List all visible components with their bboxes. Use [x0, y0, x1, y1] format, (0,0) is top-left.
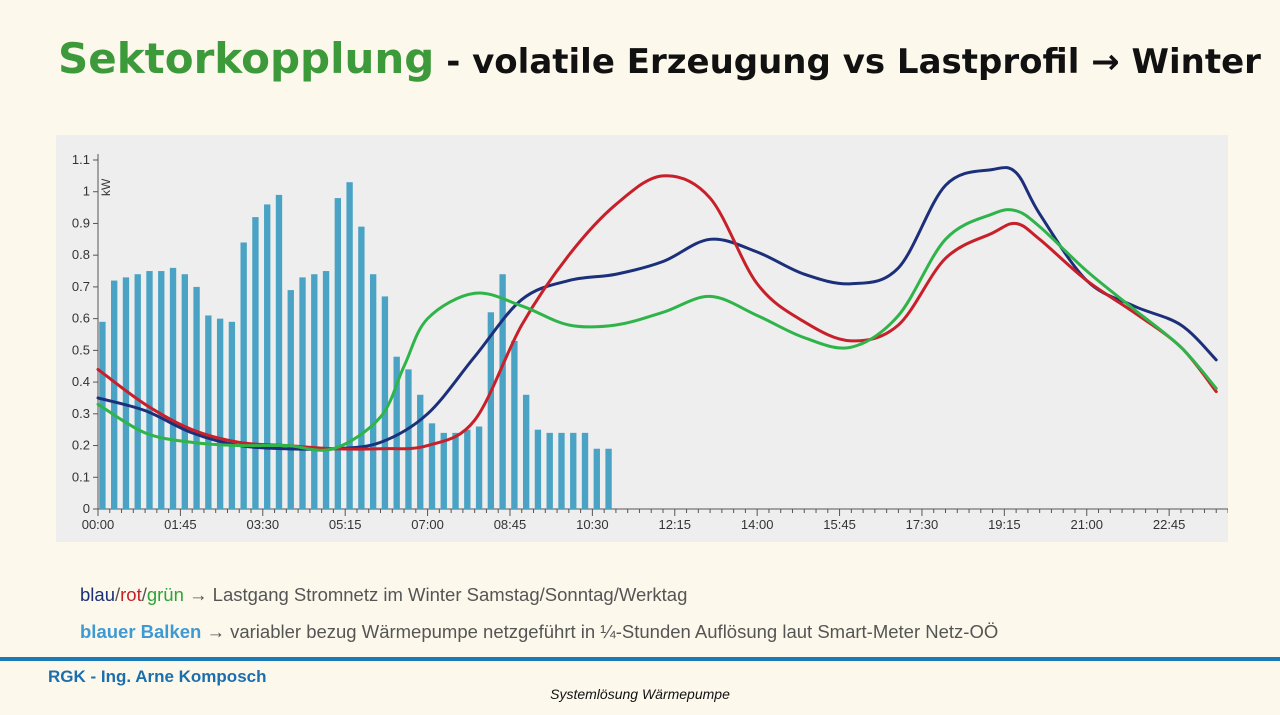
bar — [381, 296, 389, 509]
x-tick-label: 05:15 — [329, 517, 362, 532]
bar — [252, 217, 259, 509]
bar — [487, 312, 495, 509]
bar — [146, 271, 153, 509]
legend-sep-1: / — [114, 584, 121, 605]
series-line-green — [96, 208, 1218, 452]
x-tick-label: 15:45 — [823, 517, 856, 532]
bar — [99, 321, 106, 509]
y-axis-label: kW — [99, 178, 113, 196]
bar — [299, 277, 306, 509]
bar — [216, 318, 224, 509]
y-tick-label: 1 — [83, 184, 90, 199]
y-tick-label: 0.6 — [72, 311, 90, 326]
footer-author: RGK - Ing. Arne Komposch — [48, 667, 267, 686]
bar — [558, 432, 565, 509]
legend-green: grün — [146, 584, 184, 605]
x-tick-label: 19:15 — [988, 517, 1021, 532]
footer-title: Systemlösung Wärmepumpe — [550, 686, 730, 702]
bar — [322, 271, 330, 509]
legend-sep-2: / — [141, 584, 147, 605]
legend-lines-text: → Lastgang Stromnetz im Winter Samstag/S… — [183, 584, 688, 605]
bar — [228, 321, 236, 509]
y-tick-label: 0.3 — [72, 406, 90, 421]
y-tick-label: 0.4 — [72, 374, 90, 389]
y-tick-label: 0.5 — [72, 342, 90, 357]
bar — [181, 274, 188, 509]
bar — [358, 226, 365, 510]
legend-bars: blauer Balken → variabler bezug Wärmepum… — [80, 621, 998, 643]
bar — [464, 429, 471, 509]
bar — [475, 426, 483, 509]
bar — [405, 369, 412, 509]
legend-bars-text: → variabler bezug Wärmepumpe netzgeführt… — [201, 621, 999, 642]
load-profile-chart: 0 0.1 0.2 0.3 0.4 0.5 0.6 0.7 0.8 0.9 1 1.1 kW 00:00 0… — [72, 152, 1228, 532]
bar — [440, 432, 447, 509]
y-tick-label: 0.8 — [72, 247, 90, 262]
bar — [605, 448, 612, 509]
bar — [417, 394, 424, 509]
bar — [193, 286, 200, 509]
bar — [122, 277, 130, 509]
x-tick-label: 10:30 — [576, 517, 609, 532]
y-tick-label: 0.9 — [72, 215, 90, 230]
bar — [369, 274, 377, 509]
x-tick-label: 14:00 — [741, 517, 774, 532]
x-tick-label: 07:00 — [411, 517, 444, 532]
bar — [534, 429, 542, 509]
y-tick-label: 0.7 — [72, 279, 90, 294]
x-tick-label: 22:45 — [1153, 517, 1186, 532]
bar — [581, 432, 589, 509]
bar — [346, 182, 353, 509]
title-main: Sektorkopplung — [58, 34, 435, 83]
slide-title: Sektorkopplung - volatile Erzeugung vs L… — [58, 34, 1261, 83]
footer-divider — [0, 657, 1280, 661]
bar — [522, 394, 530, 509]
bar — [240, 242, 247, 509]
x-tick-label: 17:30 — [906, 517, 939, 532]
bar — [499, 274, 506, 509]
x-tick-label: 21:00 — [1070, 517, 1103, 532]
legend-bars-label: blauer Balken — [80, 621, 202, 642]
x-tick-label: 01:45 — [164, 517, 197, 532]
bar — [134, 274, 141, 509]
bar — [593, 448, 600, 509]
bar — [111, 280, 118, 509]
bar — [546, 432, 553, 509]
legend-blue: blau — [80, 584, 115, 605]
x-tick-label: 00:00 — [82, 517, 115, 532]
bar — [452, 432, 459, 509]
x-tick-label: 12:15 — [658, 517, 691, 532]
x-tick-label: 03:30 — [247, 517, 280, 532]
y-tick-label: 0 — [83, 501, 90, 516]
bar — [205, 315, 212, 509]
y-tick-label: 0.2 — [72, 438, 90, 453]
bar — [264, 204, 271, 509]
legend-red: rot — [120, 584, 142, 605]
title-sub: - volatile Erzeugung vs Lastprofil → Win… — [434, 42, 1261, 82]
series-line-blue — [96, 166, 1218, 451]
chart-panel: 0 0.1 0.2 0.3 0.4 0.5 0.6 0.7 0.8 0.9 1 1.1 kW 00:00 0… — [56, 135, 1228, 542]
bar — [287, 290, 294, 509]
bar — [311, 274, 318, 509]
bar — [393, 356, 400, 509]
y-tick-label: 1.1 — [72, 152, 90, 167]
bar — [428, 423, 436, 509]
legend-lines: blau/rot/grün → Lastgang Stromnetz im Wi… — [80, 584, 687, 606]
y-tick-label: 0.1 — [72, 469, 90, 484]
bar — [334, 198, 342, 509]
bar — [570, 432, 577, 509]
x-tick-label: 08:45 — [494, 517, 527, 532]
bar — [158, 271, 165, 509]
bar — [169, 267, 177, 509]
bar — [275, 194, 283, 509]
bar — [511, 340, 518, 509]
